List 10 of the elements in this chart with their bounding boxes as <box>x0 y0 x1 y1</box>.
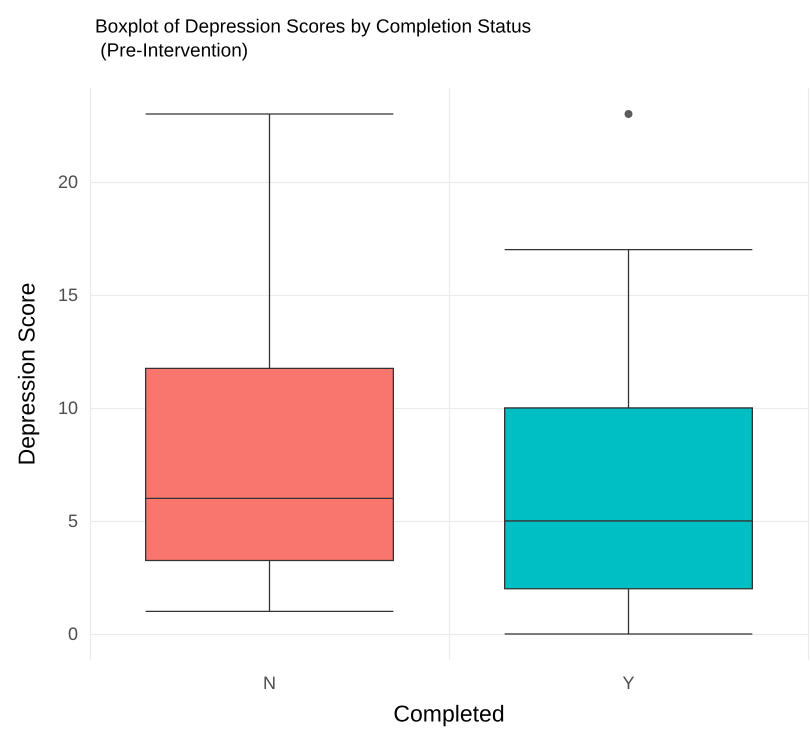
y-tick-label: 5 <box>68 510 78 531</box>
y-tick-label: 15 <box>58 284 78 305</box>
x-tick-label: N <box>263 673 276 693</box>
y-tick-label: 0 <box>68 624 78 644</box>
chart-title: Boxplot of Depression Scores by Completion Status (Pre-Intervention) <box>95 16 532 62</box>
y-tick-label: 20 <box>58 172 78 192</box>
y-axis-title: Depression Score <box>14 282 40 466</box>
y-tick-label: 10 <box>58 398 78 418</box>
x-tick-label: Y <box>622 673 635 693</box>
x-axis-title: Completed <box>393 700 505 726</box>
